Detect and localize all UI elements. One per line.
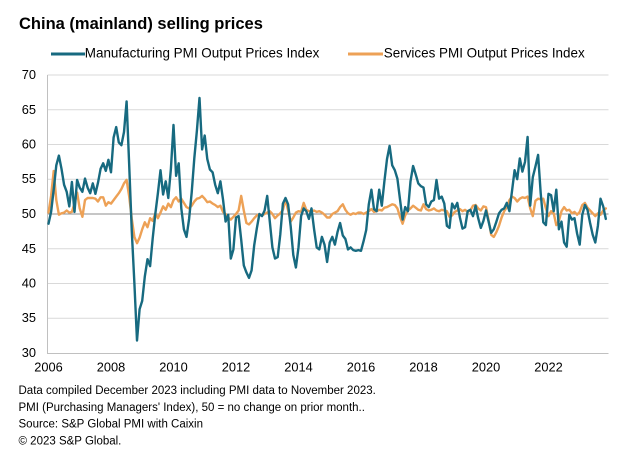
svg-text:65: 65 (22, 102, 36, 117)
svg-text:China (mainland) selling price: China (mainland) selling prices (19, 15, 263, 33)
svg-text:Data compiled December 2023 in: Data compiled December 2023 including PM… (19, 385, 376, 397)
svg-text:2010: 2010 (159, 360, 187, 375)
svg-text:2008: 2008 (97, 360, 125, 375)
svg-text:Source: S&P Global PMI with Ca: Source: S&P Global PMI with Caixin (19, 419, 204, 431)
svg-text:70: 70 (22, 67, 36, 82)
svg-text:Manufacturing PMI Output Price: Manufacturing PMI Output Prices Index (85, 45, 320, 60)
svg-text:2006: 2006 (34, 360, 62, 375)
svg-text:Services PMI Output Prices Ind: Services PMI Output Prices Index (384, 45, 585, 60)
svg-text:2016: 2016 (347, 360, 375, 375)
svg-text:2020: 2020 (472, 360, 500, 375)
svg-text:2022: 2022 (534, 360, 562, 375)
svg-text:45: 45 (22, 241, 36, 256)
svg-text:60: 60 (22, 137, 36, 152)
svg-text:2014: 2014 (284, 360, 312, 375)
svg-text:35: 35 (22, 310, 36, 325)
svg-text:55: 55 (22, 171, 36, 186)
svg-text:© 2023 S&P Global.: © 2023 S&P Global. (19, 435, 122, 447)
svg-text:30: 30 (22, 345, 36, 360)
svg-text:50: 50 (22, 206, 36, 221)
svg-text:2012: 2012 (222, 360, 250, 375)
svg-text:40: 40 (22, 276, 36, 291)
svg-text:2018: 2018 (409, 360, 437, 375)
svg-text:PMI (Purchasing Managers' Inde: PMI (Purchasing Managers' Index), 50 = n… (19, 402, 365, 414)
